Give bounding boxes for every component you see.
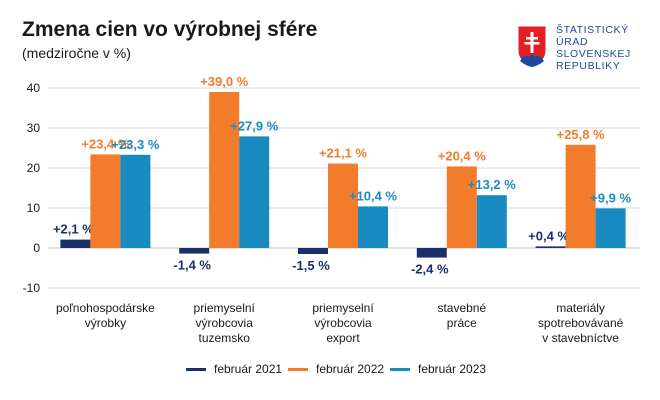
x-tick-label: práce: [447, 316, 477, 330]
y-tick-label: 30: [27, 121, 41, 135]
x-tick-label: export: [326, 331, 360, 345]
y-tick-label: 0: [33, 241, 40, 255]
y-tick-label: 40: [27, 81, 41, 95]
legend-item: február 2021: [186, 362, 282, 376]
chart-legend: február 2021 február 2022 február 2023: [0, 362, 660, 382]
data-label: +21,1 %: [319, 146, 368, 161]
data-label: +23,3 %: [111, 137, 160, 152]
data-label: +27,9 %: [230, 118, 279, 133]
x-tick-label: v stavebníctve: [542, 331, 619, 345]
legend-label: február 2023: [418, 362, 487, 376]
data-label: +25,8 %: [557, 127, 606, 142]
statistical-office-logo: ŠTATISTICKÝ ÚRAD SLOVENSKEJ REPUBLIKY: [516, 24, 646, 74]
x-tick-label: priemyselní: [194, 301, 256, 315]
x-tick-label: poľnohospodárske: [56, 301, 155, 315]
data-label: +13,2 %: [468, 177, 517, 192]
bar: [565, 144, 596, 248]
logo-line: REPUBLIKY: [556, 60, 621, 72]
legend-swatch: [186, 367, 206, 371]
x-tick-label: výrobky: [85, 316, 126, 330]
x-tick-label: výrobcovia: [196, 316, 254, 330]
bar: [416, 248, 447, 258]
data-label: +9,9 %: [590, 190, 631, 205]
bar: [476, 195, 507, 248]
x-tick-label: spotrebovávané: [538, 316, 624, 330]
logo-line: SLOVENSKEJ: [556, 48, 631, 60]
y-tick-label: -10: [23, 281, 41, 295]
legend-swatch: [288, 367, 308, 371]
bar: [179, 248, 210, 254]
data-label: +2,1 %: [53, 222, 94, 237]
data-label: +0,4 %: [528, 228, 569, 243]
slovak-coat-of-arms-icon: [517, 25, 547, 68]
data-label: +39,0 %: [200, 74, 249, 89]
legend-item: február 2023: [390, 362, 486, 376]
bar: [446, 166, 477, 248]
logo-line: ŠTATISTICKÝ: [556, 24, 629, 36]
data-label: +20,4 %: [438, 148, 487, 163]
bar: [120, 154, 151, 248]
chart-title: Zmena cien vo výrobnej sfére: [22, 18, 318, 41]
bar: [209, 92, 240, 248]
bar: [328, 163, 358, 248]
x-tick-label: výrobcovia: [314, 316, 372, 330]
bar: [239, 136, 270, 248]
bar: [595, 208, 626, 248]
y-tick-label: 10: [27, 201, 41, 215]
logo-line: ÚRAD: [556, 36, 589, 48]
legend-label: február 2021: [214, 362, 283, 376]
legend-label: február 2022: [316, 362, 385, 376]
y-tick-label: 20: [27, 161, 41, 175]
data-label: -2,4 %: [411, 262, 449, 277]
x-tick-label: materiály: [556, 301, 605, 315]
x-tick-label: tuzemsko: [199, 331, 251, 345]
bar: [60, 239, 91, 248]
logo-text: ŠTATISTICKÝ ÚRAD SLOVENSKEJ REPUBLIKY: [556, 24, 631, 72]
bar: [358, 206, 388, 248]
legend-item: február 2022: [288, 362, 384, 376]
x-tick-label: stavebné: [437, 301, 486, 315]
x-tick-label: priemyselní: [312, 301, 374, 315]
legend-swatch: [390, 367, 410, 371]
data-label: -1,5 %: [292, 258, 330, 273]
bar: [298, 248, 328, 254]
data-label: +10,4 %: [349, 188, 398, 203]
chart-subtitle: (medziročne v %): [22, 45, 131, 61]
data-label: +23,4 %: [81, 136, 130, 151]
bar: [90, 154, 121, 248]
data-label: -1,4 %: [173, 258, 211, 273]
bar: [535, 246, 566, 248]
